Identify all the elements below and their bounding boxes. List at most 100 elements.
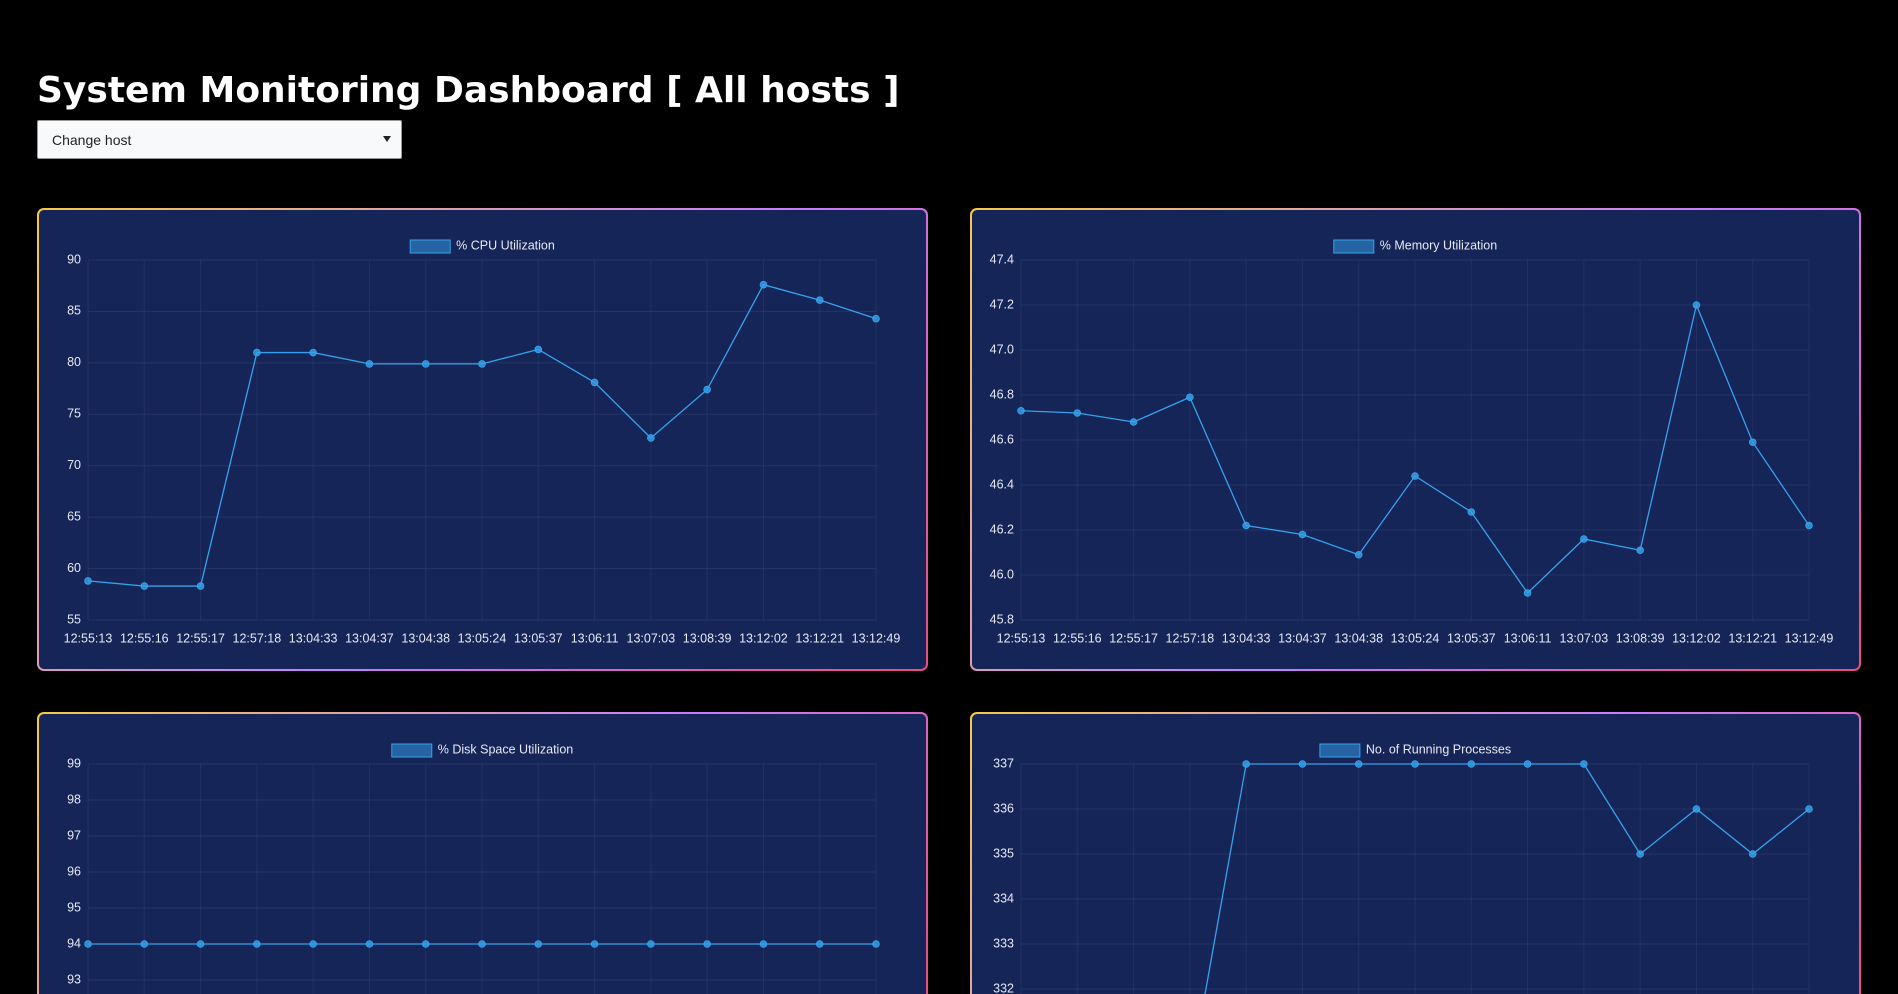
y-tick-label: 333 — [993, 936, 1014, 950]
x-tick-label: 13:12:49 — [852, 631, 901, 645]
y-tick-label: 55 — [67, 612, 81, 626]
x-tick-label: 13:04:33 — [1222, 631, 1271, 645]
data-point — [1692, 301, 1701, 309]
legend-label: % Disk Space Utilization — [438, 742, 574, 756]
legend-label: % CPU Utilization — [456, 238, 555, 252]
legend-item: % Memory Utilization — [1333, 238, 1497, 254]
x-tick-label: 13:04:37 — [345, 631, 394, 645]
data-point — [1467, 760, 1476, 768]
x-tick-label: 13:12:21 — [1728, 631, 1777, 645]
y-tick-label: 80 — [67, 355, 81, 369]
y-tick-label: 97 — [67, 828, 81, 842]
y-tick-label: 47.4 — [990, 252, 1014, 266]
x-tick-label: 13:04:33 — [289, 631, 338, 645]
x-tick-label: 12:57:18 — [1166, 631, 1215, 645]
y-tick-label: 60 — [67, 561, 81, 575]
data-point — [1298, 530, 1307, 539]
data-point — [590, 378, 599, 387]
data-point — [196, 582, 205, 590]
data-point — [1186, 393, 1194, 402]
data-point — [1242, 521, 1250, 530]
x-tick-label: 12:55:16 — [120, 631, 169, 645]
y-tick-label: 46.8 — [990, 387, 1014, 401]
data-point — [815, 296, 824, 304]
data-point — [590, 940, 599, 948]
y-tick-label: 335 — [993, 846, 1014, 860]
data-point — [1467, 508, 1476, 516]
data-point — [1073, 409, 1082, 417]
y-tick-label: 46.2 — [990, 522, 1014, 536]
page-title: System Monitoring Dashboard [ All hosts … — [37, 70, 900, 111]
data-point — [815, 940, 824, 948]
y-tick-label: 94 — [67, 936, 81, 950]
x-tick-label: 13:05:24 — [1391, 631, 1440, 645]
x-tick-label: 13:05:24 — [458, 631, 507, 645]
x-tick-label: 12:55:16 — [1053, 631, 1102, 645]
y-tick-label: 46.6 — [990, 432, 1014, 446]
y-tick-label: 47.0 — [990, 342, 1014, 356]
x-tick-label: 13:08:39 — [1616, 631, 1665, 645]
chart: 45.8 46.0 46.2 46.4 46.6 46.8 47.0 47.2 47.4 12:5… — [972, 210, 1859, 669]
y-tick-label: 95 — [67, 900, 81, 914]
legend-swatch — [409, 239, 451, 254]
x-tick-label: 12:57:18 — [233, 631, 282, 645]
x-tick-label: 13:12:02 — [739, 631, 788, 645]
chart-panel: 93 94 95 96 97 98 99 % Disk Space Utilization — [37, 712, 928, 994]
y-tick-label: 90 — [67, 252, 81, 266]
data-point — [703, 385, 711, 394]
data-point — [759, 280, 768, 289]
data-point — [1748, 850, 1757, 858]
x-tick-label: 13:06:11 — [1504, 631, 1552, 645]
y-tick-label: 46.4 — [990, 477, 1014, 491]
data-point — [647, 940, 655, 948]
y-tick-label: 70 — [67, 458, 81, 472]
y-tick-label: 334 — [993, 891, 1014, 905]
data-point — [140, 582, 149, 590]
legend-swatch — [391, 743, 433, 758]
data-point — [759, 940, 768, 948]
y-tick-label: 45.8 — [990, 612, 1014, 626]
data-point — [1748, 438, 1757, 447]
x-tick-label: 13:04:38 — [401, 631, 450, 645]
data-point — [365, 360, 374, 368]
data-point — [1805, 521, 1813, 530]
data-point — [1523, 589, 1532, 597]
data-point — [253, 940, 261, 948]
data-point — [421, 940, 430, 948]
chart: 93 94 95 96 97 98 99 % Disk Space Utilization — [39, 714, 926, 994]
legend-swatch — [1333, 239, 1375, 254]
chart-panel: 332 333 334 335 336 337 No. of Running Process… — [970, 712, 1861, 994]
legend-item: % Disk Space Utilization — [391, 742, 574, 758]
x-tick-label: 13:05:37 — [514, 631, 563, 645]
x-tick-label: 13:12:21 — [795, 631, 844, 645]
x-tick-label: 13:08:39 — [683, 631, 732, 645]
y-tick-label: 96 — [67, 864, 81, 878]
data-point — [1242, 760, 1250, 768]
data-point — [1580, 760, 1588, 768]
host-select[interactable]: Change host — [37, 120, 402, 159]
chart: 332 333 334 335 336 337 No. of Running Process… — [972, 714, 1859, 994]
data-point — [1805, 805, 1813, 813]
data-point — [365, 940, 374, 948]
data-point — [140, 940, 149, 948]
data-point — [1017, 406, 1025, 415]
data-point — [84, 577, 92, 585]
y-tick-label: 65 — [67, 509, 81, 523]
data-point — [253, 348, 261, 357]
x-tick-label: 12:55:17 — [1109, 631, 1158, 645]
y-tick-label: 93 — [67, 972, 81, 986]
x-tick-label: 13:12:49 — [1785, 631, 1834, 645]
legend-swatch — [1319, 743, 1361, 758]
y-tick-label: 337 — [993, 756, 1014, 770]
legend-label: % Memory Utilization — [1380, 238, 1497, 252]
data-point — [478, 940, 486, 948]
data-point — [534, 940, 543, 948]
data-point — [1354, 550, 1363, 559]
x-tick-label: 13:06:11 — [571, 631, 619, 645]
data-point — [309, 348, 317, 357]
data-point — [1580, 535, 1588, 543]
data-point — [1411, 472, 1419, 480]
data-point — [1636, 850, 1644, 858]
x-tick-label: 13:04:38 — [1334, 631, 1383, 645]
x-tick-label: 13:07:03 — [627, 631, 676, 645]
